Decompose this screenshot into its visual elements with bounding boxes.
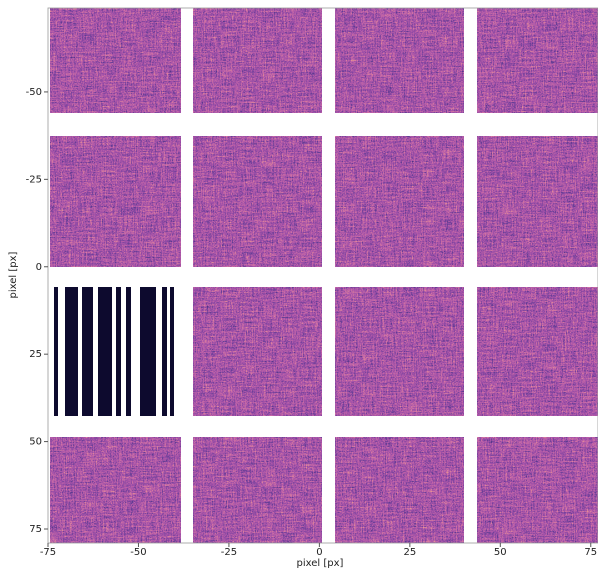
x-tick-label: 75: [584, 547, 597, 558]
y-tick-label: 50: [29, 437, 42, 448]
dead-stripe: [162, 287, 167, 416]
x-tick-label: 25: [403, 547, 416, 558]
y-tick-label: 75: [29, 524, 42, 535]
detector-tile: [335, 287, 464, 416]
detector-tile: [193, 437, 322, 543]
dead-stripe: [54, 287, 58, 416]
chart: pixel [px] pixel [px] -75 -50 -25 0 25 50 75 -5…: [0, 0, 598, 573]
dead-stripe: [82, 287, 93, 416]
detector-tile: [50, 8, 181, 113]
y-tick-label: -50: [26, 87, 42, 98]
detector-tile: [477, 136, 598, 267]
detector-tile: [193, 8, 322, 113]
dead-stripe: [98, 287, 112, 416]
x-tick-label: 50: [494, 547, 507, 558]
detector-tile: [50, 136, 181, 267]
y-tick-label: 25: [29, 349, 42, 360]
y-axis-label: pixel [px]: [8, 251, 19, 298]
dead-stripe: [126, 287, 131, 416]
dead-stripe: [170, 287, 174, 416]
x-tick-label: -50: [130, 547, 146, 558]
detector-tile: [335, 8, 464, 113]
dead-stripe: [116, 287, 121, 416]
y-tick-label: 0: [36, 262, 42, 273]
detector-tile: [477, 8, 598, 113]
detector-tile: [335, 136, 464, 267]
detector-tile: [335, 437, 464, 543]
x-tick-label: -75: [40, 547, 56, 558]
x-tick-label: 0: [316, 547, 322, 558]
detector-tile: [477, 437, 598, 543]
x-tick-label: -25: [221, 547, 237, 558]
y-tick-label: -25: [26, 174, 42, 185]
dead-stripe: [65, 287, 78, 416]
tiles: [50, 8, 598, 543]
x-axis-label: pixel [px]: [297, 558, 344, 569]
detector-tile: [477, 287, 598, 416]
detector-tile: [193, 287, 322, 416]
detector-tile: [50, 437, 181, 543]
dead-stripe: [140, 287, 156, 416]
detector-tile: [193, 136, 322, 267]
